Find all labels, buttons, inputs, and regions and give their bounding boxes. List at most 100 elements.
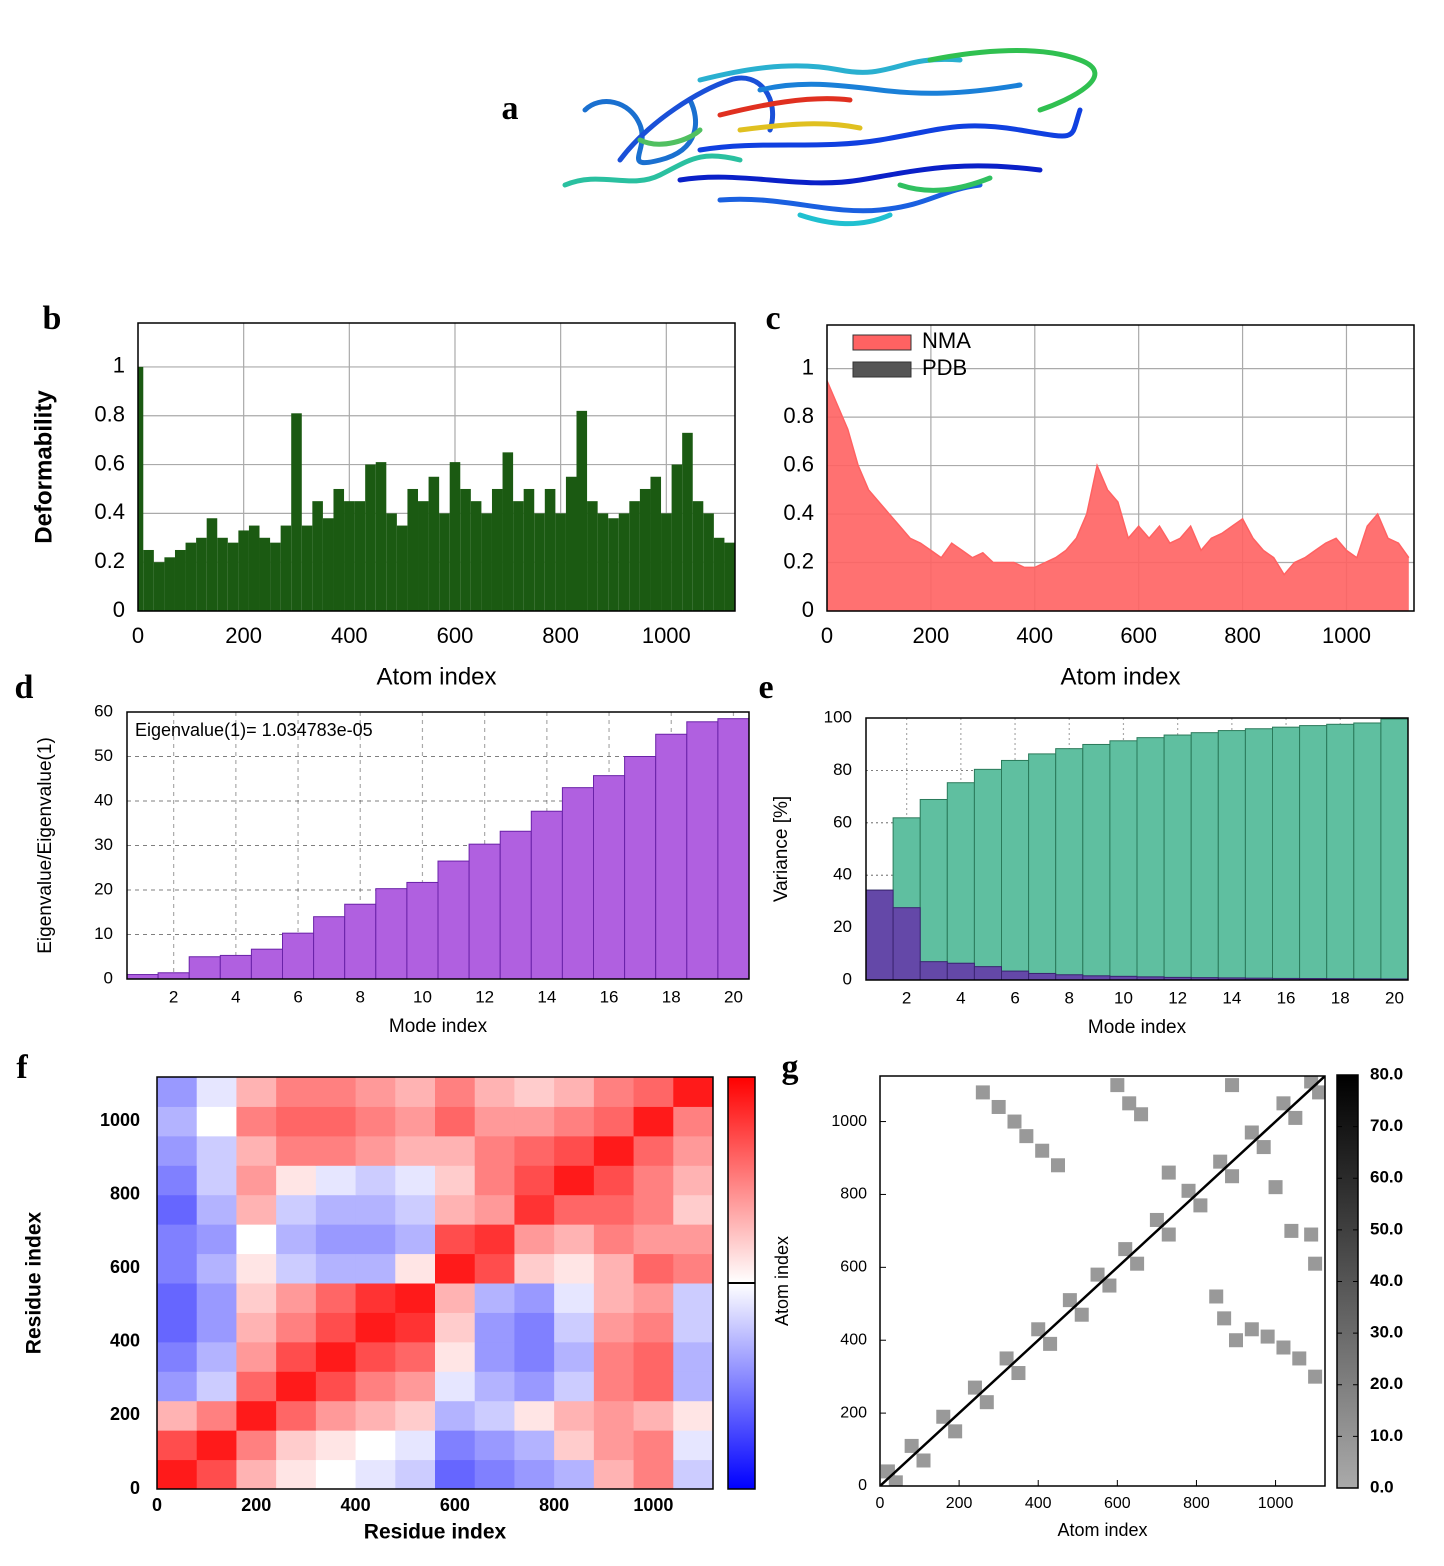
bar [481, 513, 492, 611]
x-tick-label: 14 [537, 987, 556, 1006]
y-tick-label: 0.6 [783, 451, 814, 476]
colorbar-tick-label: 60.0 [1370, 1168, 1403, 1187]
bar [217, 537, 228, 611]
bar [138, 366, 144, 611]
heatmap-cell [554, 1371, 595, 1402]
x-tick-label: 2 [169, 987, 178, 1006]
heatmap-cell [474, 1400, 515, 1431]
heatmap-cell [633, 1077, 674, 1107]
point [1244, 1322, 1259, 1337]
x-tick-label: 1000 [633, 1495, 673, 1515]
bar [1028, 753, 1057, 980]
heatmap-cell [196, 1135, 237, 1166]
point [1074, 1307, 1089, 1322]
heatmap-cell [196, 1165, 237, 1196]
bar [206, 518, 218, 611]
heatmap-cell [593, 1459, 635, 1489]
heatmap-cell [355, 1283, 396, 1313]
point [1225, 1078, 1240, 1093]
heatmap-cell [633, 1194, 674, 1225]
x-tick-label: 14 [1222, 988, 1241, 1007]
legend-swatch [852, 334, 912, 351]
bar [655, 733, 688, 979]
heatmap-cell [593, 1371, 635, 1402]
heatmap-cell [554, 1077, 595, 1107]
heatmap-cell [633, 1106, 674, 1137]
heatmap-cell [236, 1283, 277, 1313]
y-axis-label: Atom index [772, 1236, 792, 1326]
bar [629, 501, 640, 611]
heatmap-cell [554, 1283, 595, 1313]
bar [313, 916, 346, 979]
point [979, 1395, 994, 1410]
x-tick-label: 1000 [1322, 623, 1371, 648]
bar [919, 798, 948, 980]
bar [1055, 748, 1084, 980]
point [991, 1099, 1006, 1114]
bar [470, 501, 482, 611]
bar [460, 488, 471, 611]
point [1181, 1183, 1196, 1198]
point [1130, 1256, 1145, 1271]
bar [608, 518, 619, 611]
area-fill [827, 380, 1409, 611]
point [1308, 1369, 1323, 1384]
x-axis-label: Atom index [1060, 663, 1180, 690]
point [1213, 1154, 1228, 1169]
heatmap-cell [355, 1106, 396, 1137]
heatmap-cell [196, 1459, 237, 1489]
heatmap-cell [315, 1430, 357, 1461]
x-tick-label: 400 [341, 1495, 371, 1515]
heatmap-cell [593, 1400, 635, 1431]
colorbar-tick-label: 30.0 [1370, 1323, 1403, 1342]
bar [449, 462, 461, 611]
bar [713, 537, 725, 611]
y-tick-label: 60 [833, 812, 852, 831]
heatmap-cell [315, 1459, 357, 1489]
bar [1028, 972, 1057, 980]
heatmap-cell [554, 1312, 595, 1343]
bar [468, 843, 501, 979]
bar [188, 956, 221, 979]
heatmap-cell [395, 1077, 436, 1107]
y-tick-label: 200 [110, 1404, 140, 1424]
ribbon [897, 175, 993, 193]
heatmap-cell [514, 1106, 555, 1137]
heatmap-cell [355, 1430, 396, 1461]
bar [593, 775, 626, 979]
point [1193, 1198, 1208, 1213]
heatmap-cell [315, 1224, 357, 1255]
heatmap-cell [395, 1194, 436, 1225]
point [1284, 1223, 1299, 1238]
bar [1217, 730, 1246, 980]
heatmap-cell [355, 1135, 396, 1166]
heatmap-cell [395, 1371, 436, 1402]
bar [301, 525, 313, 611]
heatmap-cell [633, 1312, 674, 1343]
heatmap-cell [554, 1194, 595, 1225]
heatmap-cell [673, 1283, 713, 1313]
panel-label: b [43, 300, 62, 337]
bar [576, 410, 588, 611]
heatmap-cell [435, 1371, 476, 1402]
heatmap-cell [276, 1165, 317, 1196]
heatmap-cell [474, 1106, 515, 1137]
heatmap-cell [673, 1077, 713, 1107]
y-tick-label: 200 [840, 1404, 867, 1421]
heatmap-cell [633, 1341, 674, 1372]
point [1292, 1351, 1307, 1366]
heatmap-cell [474, 1224, 515, 1255]
bar [671, 464, 683, 611]
heatmap-cell [435, 1312, 476, 1343]
x-tick-label: 6 [1010, 988, 1019, 1007]
heatmap-cell [633, 1283, 674, 1313]
heatmap-cell [554, 1430, 595, 1461]
x-axis-label: Mode index [389, 1016, 488, 1037]
heatmap-cell [157, 1106, 198, 1137]
y-tick-label: 80 [833, 760, 852, 779]
heatmap-cell [673, 1371, 713, 1402]
bar [280, 525, 292, 611]
ribbon [562, 153, 743, 188]
colorbar-tick-label: 10.0 [1370, 1426, 1403, 1445]
x-tick-label: 1000 [642, 623, 691, 648]
